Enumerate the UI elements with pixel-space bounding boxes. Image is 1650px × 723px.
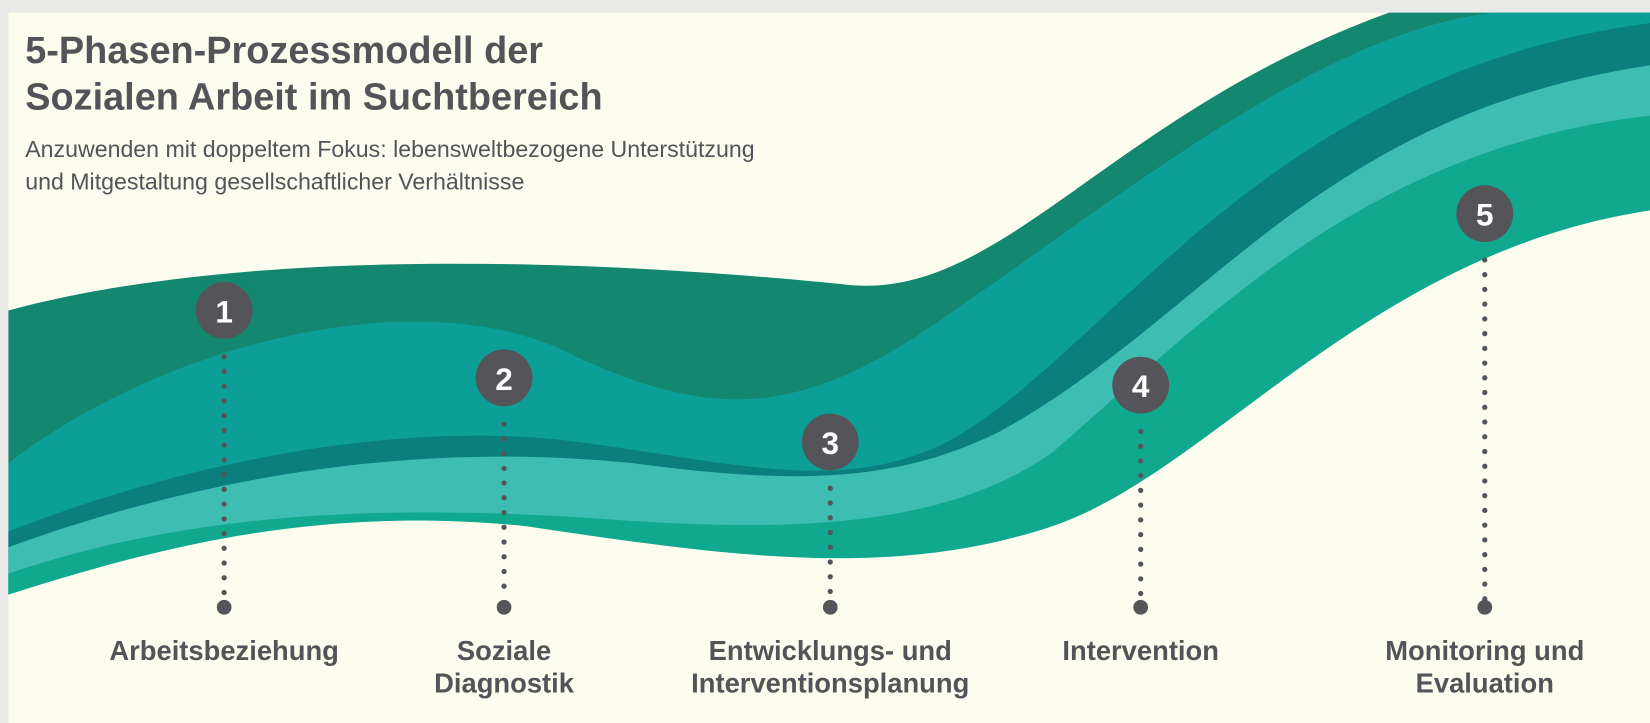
- wave-cutout: [8, 210, 1650, 723]
- phase-label: Entwicklungs- und: [709, 635, 952, 666]
- phase-badge: [801, 413, 859, 471]
- subtitle-line: Anzuwenden mit doppeltem Fokus: lebenswe…: [25, 136, 754, 162]
- phase-badge: [1456, 185, 1514, 243]
- end-dot: [216, 599, 232, 615]
- phase-label: Intervention: [1062, 635, 1219, 666]
- phase-label: Diagnostik: [434, 667, 575, 698]
- phase-number: 5: [1476, 197, 1494, 233]
- title-line: Sozialen Arbeit im Suchtbereich: [25, 76, 602, 118]
- end-dot: [822, 599, 838, 615]
- phase-label: Soziale: [457, 635, 551, 666]
- wave-band: [8, 23, 1650, 595]
- end-dot: [1133, 599, 1149, 615]
- phase-number: 2: [495, 361, 513, 397]
- end-dot: [1477, 599, 1493, 615]
- subtitle-line: und Mitgestaltung gesellschaftlicher Ver…: [25, 168, 524, 194]
- phase-badge: [1112, 356, 1170, 414]
- phase-label: Evaluation: [1416, 667, 1554, 698]
- title-line: 5-Phasen-Prozessmodell der: [25, 30, 543, 72]
- phase-number: 3: [821, 425, 839, 461]
- wave-band: [8, 65, 1650, 595]
- phase-label: Interventionsplanung: [691, 667, 969, 698]
- phase-label: Arbeitsbeziehung: [109, 635, 339, 666]
- end-dot: [496, 599, 512, 615]
- phase-number: 4: [1132, 368, 1150, 404]
- waves: [8, 12, 1650, 723]
- phase-badge: [475, 349, 533, 407]
- wave-band: [8, 115, 1650, 595]
- phase-label: Monitoring und: [1385, 635, 1584, 666]
- phase-badge: [195, 282, 253, 339]
- phase-number: 1: [215, 294, 233, 330]
